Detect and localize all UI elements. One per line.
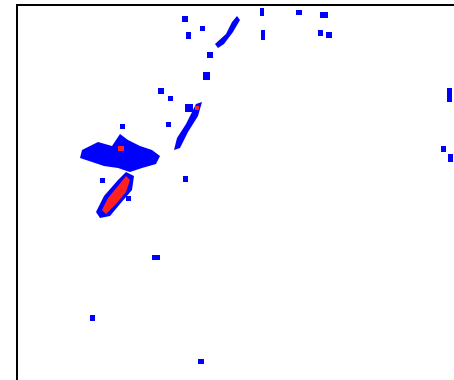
page [0,0,454,380]
island [326,32,332,38]
island [185,104,193,112]
island [198,359,204,364]
island [158,88,164,94]
island [318,30,323,36]
island [183,176,188,182]
island [100,178,105,183]
island [152,255,160,260]
highlight [195,106,199,110]
island [207,52,213,58]
highlight [118,146,124,151]
island [90,315,95,321]
map [0,0,454,380]
island [166,122,171,127]
island [186,32,191,39]
island [120,124,125,129]
island [168,96,173,101]
island [200,26,205,31]
island [320,12,328,18]
island [448,154,453,162]
island [261,30,265,40]
island [296,10,302,15]
island [182,16,188,22]
map-frame [17,5,454,380]
island [447,88,452,102]
island [260,8,264,16]
island [441,146,446,152]
island [126,196,131,201]
island [203,72,210,80]
